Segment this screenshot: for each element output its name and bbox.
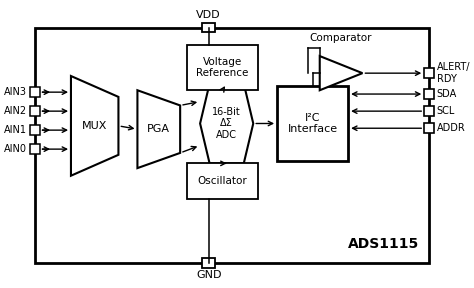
Text: AIN1: AIN1 <box>4 125 27 135</box>
Text: VDD: VDD <box>196 10 221 20</box>
Bar <box>30 144 40 154</box>
Text: ADDR: ADDR <box>437 123 465 133</box>
Polygon shape <box>200 84 253 163</box>
Bar <box>202 23 215 32</box>
Bar <box>424 124 434 133</box>
Text: AIN0: AIN0 <box>4 144 27 154</box>
Text: AIN2: AIN2 <box>4 106 27 116</box>
Bar <box>30 125 40 135</box>
Bar <box>424 106 434 116</box>
Polygon shape <box>71 76 118 176</box>
Bar <box>35 28 429 263</box>
Bar <box>187 163 258 200</box>
Polygon shape <box>320 56 363 90</box>
Bar <box>424 69 434 78</box>
Text: Oscillator: Oscillator <box>198 177 247 186</box>
Text: AIN3: AIN3 <box>4 87 27 97</box>
Text: MUX: MUX <box>82 121 108 131</box>
Text: ALERT/
RDY: ALERT/ RDY <box>437 62 470 84</box>
Text: SDA: SDA <box>437 89 457 99</box>
Text: I²C
Interface: I²C Interface <box>288 113 337 134</box>
Text: 16-Bit
ΔΣ
ADC: 16-Bit ΔΣ ADC <box>212 107 241 140</box>
Text: Voltage
Reference: Voltage Reference <box>196 57 248 78</box>
Bar <box>424 89 434 99</box>
Text: ADS1115: ADS1115 <box>348 237 419 251</box>
Text: SCL: SCL <box>437 106 455 116</box>
Bar <box>30 87 40 97</box>
Bar <box>202 258 215 268</box>
Polygon shape <box>137 90 180 168</box>
Bar <box>187 45 258 90</box>
Text: PGA: PGA <box>147 124 170 134</box>
Text: Comparator: Comparator <box>310 33 373 43</box>
Text: GND: GND <box>196 270 221 281</box>
Bar <box>30 106 40 116</box>
Bar <box>277 86 348 162</box>
